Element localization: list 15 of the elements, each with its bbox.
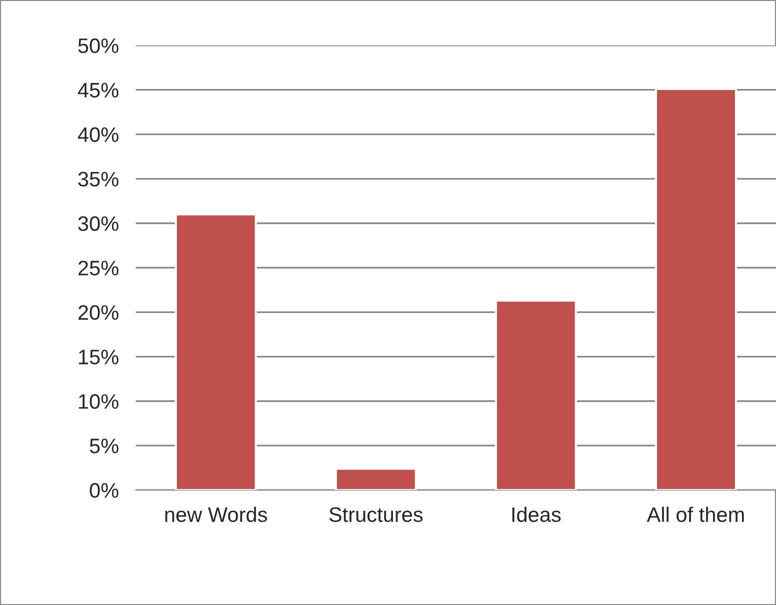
y-tick-label: 10% xyxy=(79,394,118,409)
y-tick-label: 50% xyxy=(78,38,118,54)
y-tick-label: 5% xyxy=(90,438,118,454)
x-tick-label: All of them xyxy=(646,506,744,522)
y-tick-label: 40% xyxy=(78,127,118,142)
x-tick-label: new Words xyxy=(165,506,267,522)
y-tick-label: 30% xyxy=(78,216,118,231)
y-tick-label: 20% xyxy=(78,305,118,320)
x-tick-label: Ideas xyxy=(512,506,561,522)
y-tick-label: 15% xyxy=(79,350,118,364)
y-tick-label: 25% xyxy=(78,260,118,276)
y-tick-label: 45% xyxy=(78,82,118,98)
x-tick-label: Structures xyxy=(329,507,423,522)
y-tick-label: 0% xyxy=(90,483,118,498)
y-tick-label: 35% xyxy=(78,172,118,187)
